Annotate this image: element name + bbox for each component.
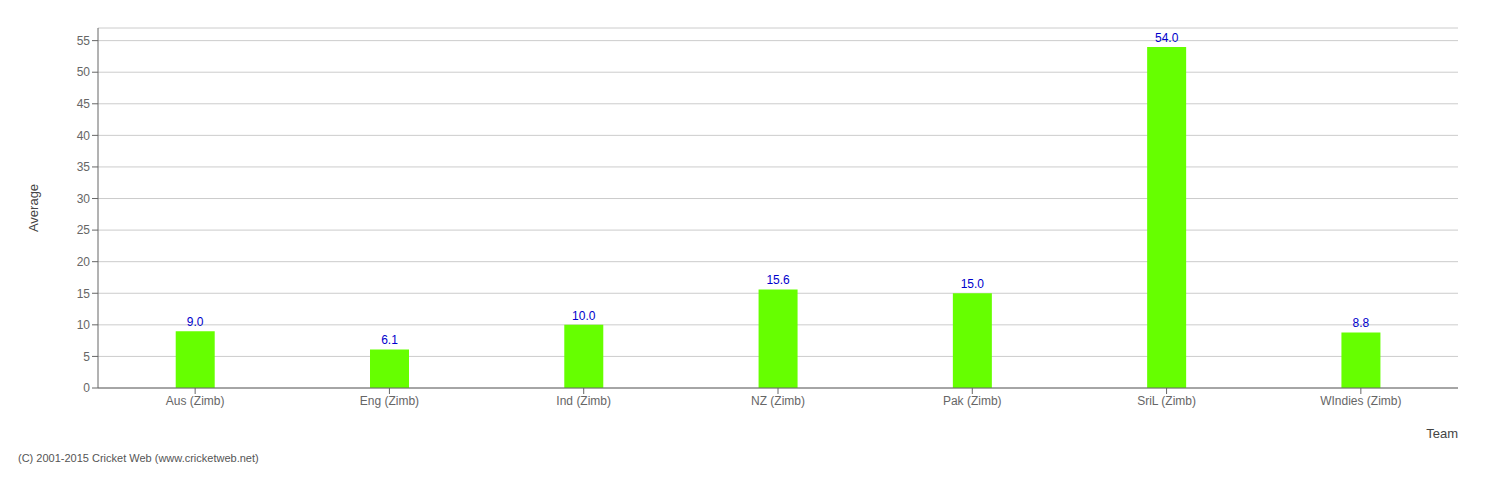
svg-text:Eng (Zimb): Eng (Zimb)	[360, 394, 419, 408]
svg-text:20: 20	[77, 255, 91, 269]
svg-text:45: 45	[77, 97, 91, 111]
svg-text:WIndies (Zimb): WIndies (Zimb)	[1320, 394, 1401, 408]
svg-text:54.0: 54.0	[1155, 31, 1179, 45]
svg-text:Aus (Zimb): Aus (Zimb)	[166, 394, 225, 408]
svg-text:Ind (Zimb): Ind (Zimb)	[556, 394, 611, 408]
svg-text:30: 30	[77, 192, 91, 206]
svg-text:5: 5	[83, 350, 90, 364]
svg-text:SriL (Zimb): SriL (Zimb)	[1137, 394, 1196, 408]
svg-text:Pak (Zimb): Pak (Zimb)	[943, 394, 1002, 408]
svg-text:35: 35	[77, 160, 91, 174]
svg-text:15.6: 15.6	[766, 273, 790, 287]
svg-text:15.0: 15.0	[961, 277, 985, 291]
svg-text:NZ (Zimb): NZ (Zimb)	[751, 394, 805, 408]
svg-text:10.0: 10.0	[572, 309, 596, 323]
svg-text:55: 55	[77, 34, 91, 48]
svg-text:9.0: 9.0	[187, 315, 204, 329]
svg-text:Team: Team	[1426, 426, 1458, 441]
svg-text:15: 15	[77, 287, 91, 301]
svg-text:50: 50	[77, 65, 91, 79]
svg-text:0: 0	[83, 381, 90, 395]
svg-text:40: 40	[77, 129, 91, 143]
svg-text:25: 25	[77, 223, 91, 237]
svg-text:10: 10	[77, 318, 91, 332]
svg-text:Average: Average	[26, 184, 41, 232]
svg-text:6.1: 6.1	[381, 333, 398, 347]
svg-text:8.8: 8.8	[1353, 316, 1370, 330]
html-text:(C) 2001-2015 Cricket Web (www: (C) 2001-2015 Cricket Web (www.cricketwe…	[18, 452, 259, 464]
